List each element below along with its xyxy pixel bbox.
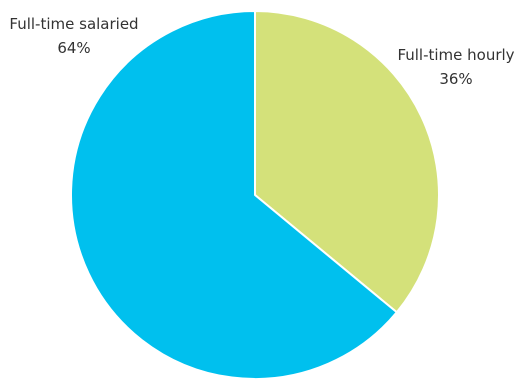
- label-full-time-hourly: Full-time hourly: [397, 46, 514, 64]
- value-full-time-salaried: 64%: [57, 39, 90, 57]
- value-full-time-hourly: 36%: [439, 70, 472, 88]
- pie-slices: [71, 11, 439, 379]
- label-full-time-salaried: Full-time salaried: [9, 15, 138, 33]
